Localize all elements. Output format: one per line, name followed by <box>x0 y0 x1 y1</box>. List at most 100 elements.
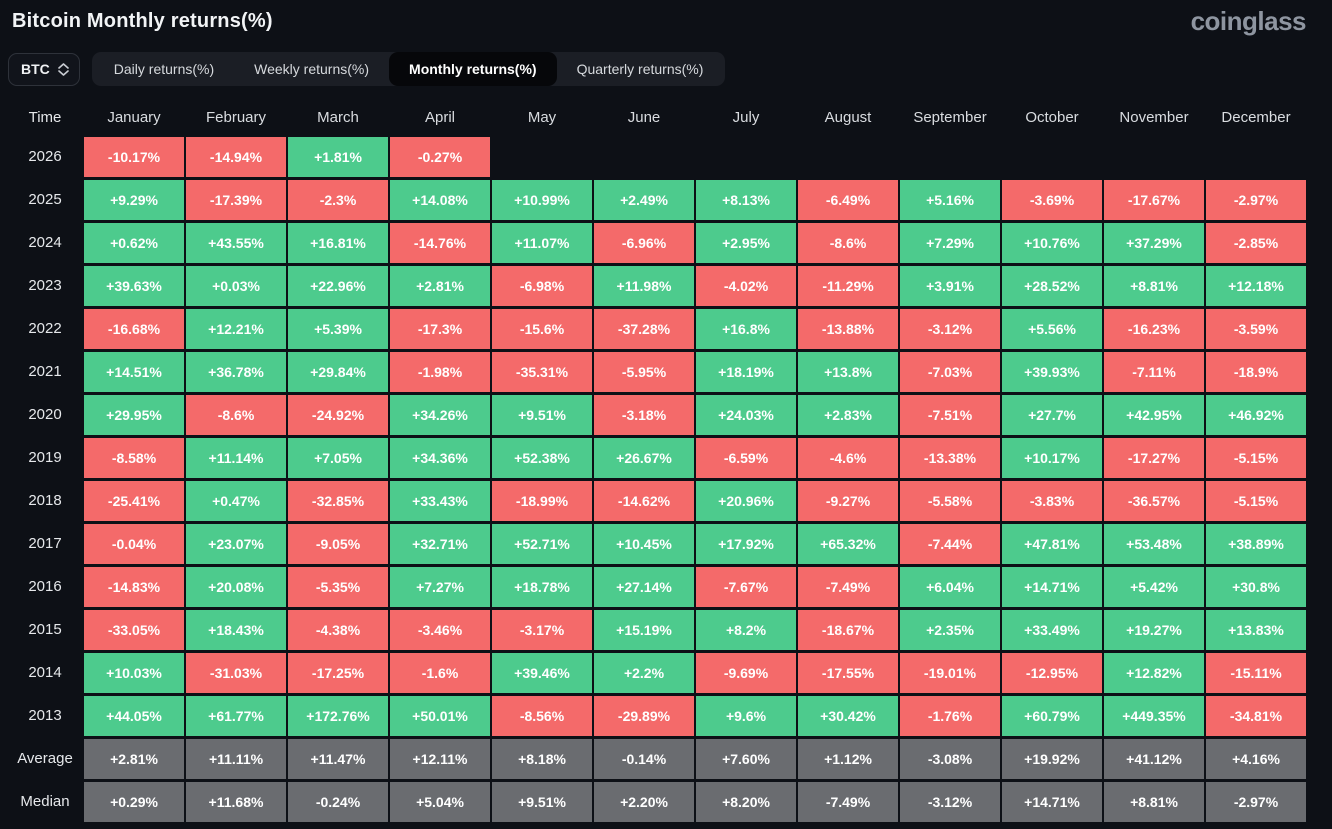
return-cell: +9.51% <box>492 782 592 822</box>
row-label: 2020 <box>28 406 62 423</box>
return-cell: +41.12% <box>1104 739 1204 779</box>
table-row-2019: 2019 -8.58% +11.14% +7.05% +34.36% +52.38% +26… <box>8 438 1306 478</box>
return-cell: -3.08% <box>900 739 1000 779</box>
return-cell: +18.78% <box>492 567 592 607</box>
return-cell: +30.8% <box>1206 567 1306 607</box>
month-header-december: December <box>1221 109 1291 126</box>
return-cell: +172.76% <box>288 696 388 736</box>
return-cell: +2.20% <box>594 782 694 822</box>
tab-monthly[interactable]: Monthly returns(%) <box>389 52 557 86</box>
return-cell: -3.17% <box>492 610 592 650</box>
row-label: 2016 <box>28 578 62 595</box>
return-cell: +2.35% <box>900 610 1000 650</box>
tab-weekly[interactable]: Weekly returns(%) <box>254 61 370 77</box>
return-cell: +12.18% <box>1206 266 1306 306</box>
row-label: 2015 <box>28 621 62 638</box>
return-cell: -17.25% <box>288 653 388 693</box>
return-cell: -4.6% <box>798 438 898 478</box>
row-label: 2017 <box>28 535 62 552</box>
table-row-2020: 2020 +29.95% -8.6% -24.92% +34.26% +9.51% -3.1… <box>8 395 1306 435</box>
return-cell: +38.89% <box>1206 524 1306 564</box>
returns-tabbar: Daily returns(%) Weekly returns(%) Monthly… <box>91 52 726 86</box>
month-header-november: November <box>1119 109 1189 126</box>
return-cell: -11.29% <box>798 266 898 306</box>
return-cell: +9.6% <box>696 696 796 736</box>
return-cell: +10.45% <box>594 524 694 564</box>
row-label: 2021 <box>28 363 62 380</box>
tab-daily[interactable]: Daily returns(%) <box>113 61 215 77</box>
return-cell <box>1206 137 1306 177</box>
return-cell: -32.85% <box>288 481 388 521</box>
return-cell: -7.51% <box>900 395 1000 435</box>
return-cell <box>696 137 796 177</box>
return-cell: -17.27% <box>1104 438 1204 478</box>
return-cell: +8.13% <box>696 180 796 220</box>
select-caret-icon <box>57 62 69 76</box>
return-cell: -3.69% <box>1002 180 1102 220</box>
return-cell: -6.96% <box>594 223 694 263</box>
return-cell: -2.97% <box>1206 782 1306 822</box>
return-cell: +30.42% <box>798 696 898 736</box>
return-cell: +8.2% <box>696 610 796 650</box>
return-cell: +0.03% <box>186 266 286 306</box>
return-cell: +33.43% <box>390 481 490 521</box>
return-cell: -16.23% <box>1104 309 1204 349</box>
return-cell: -3.59% <box>1206 309 1306 349</box>
return-cell: +3.91% <box>900 266 1000 306</box>
return-cell: -3.18% <box>594 395 694 435</box>
return-cell: -5.35% <box>288 567 388 607</box>
return-cell: +43.55% <box>186 223 286 263</box>
return-cell: +14.71% <box>1002 567 1102 607</box>
return-cell: -9.27% <box>798 481 898 521</box>
return-cell: -2.97% <box>1206 180 1306 220</box>
row-label: 2019 <box>28 449 62 466</box>
return-cell: +10.76% <box>1002 223 1102 263</box>
return-cell: -29.89% <box>594 696 694 736</box>
symbol-select[interactable]: BTC <box>8 52 80 86</box>
month-header-june: June <box>627 109 661 126</box>
return-cell: -0.04% <box>84 524 184 564</box>
return-cell: -18.9% <box>1206 352 1306 392</box>
return-cell: +1.81% <box>288 137 388 177</box>
return-cell: +5.56% <box>1002 309 1102 349</box>
return-cell: -6.59% <box>696 438 796 478</box>
row-label: 2013 <box>28 707 62 724</box>
return-cell: +29.95% <box>84 395 184 435</box>
return-cell: +12.82% <box>1104 653 1204 693</box>
return-cell: -36.57% <box>1104 481 1204 521</box>
return-cell: -0.14% <box>594 739 694 779</box>
return-cell: +19.27% <box>1104 610 1204 650</box>
return-cell: +14.71% <box>1002 782 1102 822</box>
return-cell: -3.12% <box>900 782 1000 822</box>
return-cell: +37.29% <box>1104 223 1204 263</box>
return-cell: +34.36% <box>390 438 490 478</box>
return-cell: +42.95% <box>1104 395 1204 435</box>
return-cell: +13.8% <box>798 352 898 392</box>
return-cell: -15.6% <box>492 309 592 349</box>
return-cell: +65.32% <box>798 524 898 564</box>
return-cell: +7.05% <box>288 438 388 478</box>
return-cell: +52.71% <box>492 524 592 564</box>
return-cell: +2.95% <box>696 223 796 263</box>
return-cell: +8.20% <box>696 782 796 822</box>
return-cell: +449.35% <box>1104 696 1204 736</box>
return-cell: +15.19% <box>594 610 694 650</box>
return-cell: +7.60% <box>696 739 796 779</box>
return-cell: +8.81% <box>1104 266 1204 306</box>
return-cell: +32.71% <box>390 524 490 564</box>
return-cell: -10.17% <box>84 137 184 177</box>
return-cell: -8.58% <box>84 438 184 478</box>
tab-quarterly[interactable]: Quarterly returns(%) <box>576 61 704 77</box>
return-cell: -16.68% <box>84 309 184 349</box>
return-cell: -8.56% <box>492 696 592 736</box>
return-cell: +2.81% <box>84 739 184 779</box>
return-cell: +9.29% <box>84 180 184 220</box>
table-row-2025: 2025 +9.29% -17.39% -2.3% +14.08% +10.99% +2.4… <box>8 180 1306 220</box>
return-cell: +34.26% <box>390 395 490 435</box>
return-cell: +4.16% <box>1206 739 1306 779</box>
return-cell: -12.95% <box>1002 653 1102 693</box>
table-row-2021: 2021 +14.51% +36.78% +29.84% -1.98% -35.31% -5… <box>8 352 1306 392</box>
table-row-2022: 2022 -16.68% +12.21% +5.39% -17.3% -15.6% -37.… <box>8 309 1306 349</box>
return-cell: +0.47% <box>186 481 286 521</box>
month-header-january: January <box>107 109 161 126</box>
